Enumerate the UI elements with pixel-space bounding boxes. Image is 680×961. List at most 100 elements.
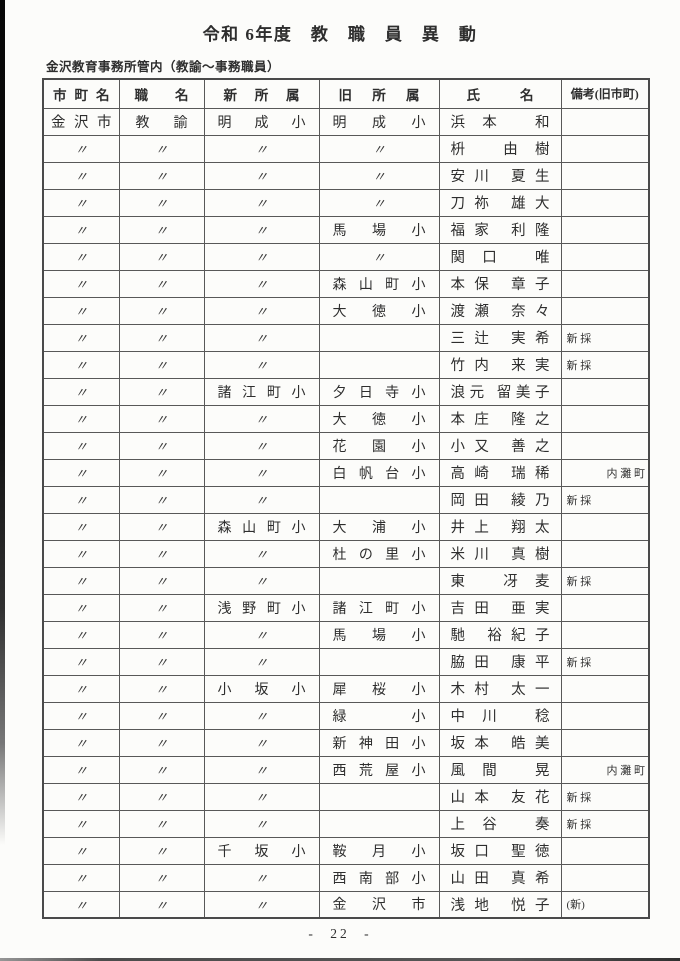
cell-job-title: 〃 [118,539,205,568]
cell-city: 〃 [42,701,120,730]
cell-new-school: 〃 [203,188,320,217]
cell-old-school: 明 成 小 [318,107,440,136]
table-row: 金 沢 市教 諭明 成 小明 成 小浜本 和 [42,107,650,136]
header-new-school: 新 所 属 [203,78,320,109]
cell-new-school: 〃 [203,728,320,757]
cell-remark [560,161,650,190]
cell-job-title: 〃 [118,890,205,919]
cell-job-title: 〃 [118,350,205,379]
cell-city: 〃 [42,296,120,325]
cell-city: 〃 [42,161,120,190]
cell-remark: 新 採 [560,809,650,838]
table-row: 〃〃〃三辻 実希新 採 [42,323,650,352]
cell-new-school: 〃 [203,701,320,730]
cell-name: 脇田 康平 [438,647,562,676]
cell-new-school: 〃 [203,431,320,460]
cell-old-school [318,323,440,352]
cell-name: 浅地 悦子 [438,890,562,919]
cell-name: 三辻 実希 [438,323,562,352]
cell-job-title: 〃 [118,566,205,595]
cell-old-school [318,782,440,811]
table-row: 〃〃〃花 園 小小又 善之 [42,431,650,460]
cell-remark: (新) [560,890,650,919]
cell-city: 〃 [42,566,120,595]
cell-new-school: 森 山 町 小 [203,512,320,541]
cell-old-school: 鞍 月 小 [318,836,440,865]
cell-remark [560,269,650,298]
cell-city: 〃 [42,539,120,568]
cell-job-title: 〃 [118,215,205,244]
cell-name: 高崎 瑞稀 [438,458,562,487]
table-row: 〃〃〃白 帆 台 小高崎 瑞稀内 灘 町 [42,458,650,487]
cell-job-title: 教 諭 [118,107,205,136]
cell-new-school: 〃 [203,809,320,838]
header-old-school: 旧 所 属 [318,78,440,109]
cell-old-school: 金 沢 市 [318,890,440,919]
cell-name: 坂本 皓美 [438,728,562,757]
cell-new-school: 小 坂 小 [203,674,320,703]
header-city: 市 町 名 [42,78,120,109]
cell-city: 〃 [42,512,120,541]
cell-city: 〃 [42,377,120,406]
cell-new-school: 〃 [203,863,320,892]
cell-new-school: 〃 [203,890,320,919]
cell-new-school: 〃 [203,566,320,595]
cell-old-school: 〃 [318,242,440,271]
cell-old-school: 犀 桜 小 [318,674,440,703]
cell-name: 本庄 隆之 [438,404,562,433]
cell-new-school: 〃 [203,269,320,298]
table-row: 〃〃諸 江 町 小夕 日 寺 小浪元 留美子 [42,377,650,406]
cell-new-school: 〃 [203,242,320,271]
cell-new-school: 〃 [203,404,320,433]
cell-remark [560,431,650,460]
cell-name: 渡瀬 奈々 [438,296,562,325]
cell-remark: 新 採 [560,350,650,379]
table-row: 〃〃〃森 山 町 小本保 章子 [42,269,650,298]
document-title: 令和 6年度 教 職 員 異 動 [202,25,478,44]
table-row: 〃〃〃西 南 部 小山田 真希 [42,863,650,892]
cell-remark [560,296,650,325]
cell-old-school: 馬 場 小 [318,620,440,649]
table-row: 〃〃小 坂 小犀 桜 小木村 太一 [42,674,650,703]
cell-old-school [318,350,440,379]
cell-city: 〃 [42,431,120,460]
cell-old-school: 諸 江 町 小 [318,593,440,622]
cell-remark [560,620,650,649]
cell-job-title: 〃 [118,188,205,217]
cell-old-school: 〃 [318,134,440,163]
cell-remark: 新 採 [560,323,650,352]
cell-old-school: 大 徳 小 [318,404,440,433]
cell-city: 〃 [42,890,120,919]
cell-city: 〃 [42,215,120,244]
cell-remark [560,134,650,163]
cell-new-school: 〃 [203,215,320,244]
table-row: 〃〃〃〃関口 唯 [42,242,650,271]
cell-remark [560,242,650,271]
cell-name: 坂口 聖徳 [438,836,562,865]
document-subtitle: 金沢教育事務所管内（教諭〜事務職員） [46,60,281,74]
header-row: 市 町 名 職 名 新 所 属 旧 所 属 氏 名 備考(旧市町) [42,78,650,109]
cell-name: 枡 由樹 [438,134,562,163]
cell-new-school: 〃 [203,323,320,352]
table-row: 〃〃〃馬 場 小馳 裕紀子 [42,620,650,649]
cell-city: 〃 [42,809,120,838]
cell-remark [560,836,650,865]
cell-old-school: 新 神 田 小 [318,728,440,757]
cell-job-title: 〃 [118,161,205,190]
cell-remark [560,728,650,757]
cell-job-title: 〃 [118,512,205,541]
cell-name: 馳 裕紀子 [438,620,562,649]
cell-old-school: 馬 場 小 [318,215,440,244]
cell-job-title: 〃 [118,809,205,838]
cell-name: 米川 真樹 [438,539,562,568]
cell-city: 〃 [42,458,120,487]
cell-old-school: 大 徳 小 [318,296,440,325]
cell-name: 山田 真希 [438,863,562,892]
page-number: - 22 - [308,926,372,941]
cell-name: 風間 晃 [438,755,562,784]
table-row: 〃〃〃大 徳 小渡瀬 奈々 [42,296,650,325]
table-row: 〃〃〃新 神 田 小坂本 皓美 [42,728,650,757]
cell-job-title: 〃 [118,593,205,622]
cell-new-school: 〃 [203,485,320,514]
table-row: 〃〃〃山本 友花新 採 [42,782,650,811]
